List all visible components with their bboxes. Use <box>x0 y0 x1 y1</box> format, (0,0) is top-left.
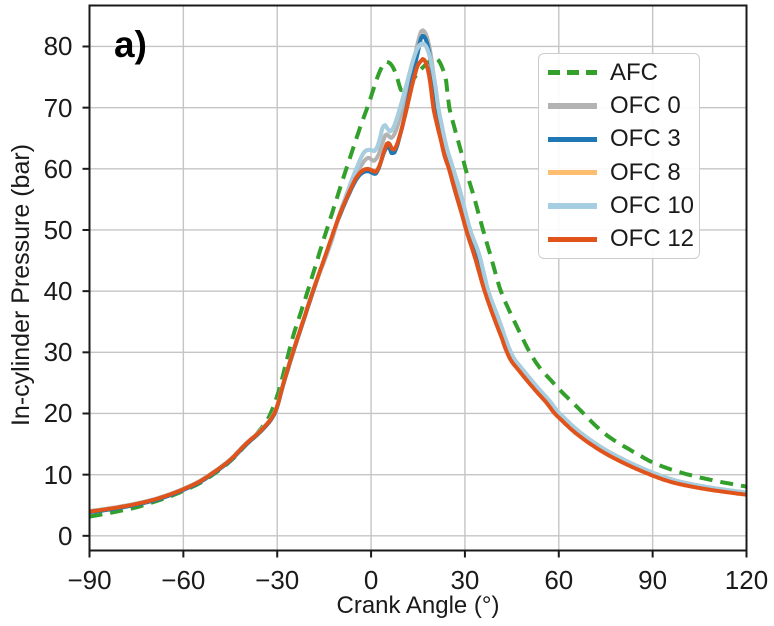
legend-label: OFC 8 <box>610 158 681 186</box>
x-tick-label: 90 <box>638 564 668 595</box>
mask-bottom <box>0 551 774 626</box>
x-tick-label: 0 <box>363 564 379 595</box>
axes-spines-2 <box>88 4 748 552</box>
mask-left <box>0 0 89 626</box>
y-axis-label: In-cylinder Pressure (bar) <box>7 143 35 427</box>
legend: AFC OFC 0 OFC 3 OFC 8 OFC 10 OFC 12 <box>538 53 700 259</box>
y-tick-label: 80 <box>43 31 73 62</box>
legend-line-sample <box>548 203 597 209</box>
x-tick-label: −90 <box>67 564 112 595</box>
y-tick-label: 10 <box>43 459 73 490</box>
legend-label: OFC 0 <box>610 91 681 119</box>
legend-entry: OFC 8 <box>539 156 699 189</box>
x-axis-label: Crank Angle (°) <box>336 592 500 619</box>
legend-entry: OFC 12 <box>539 223 699 256</box>
y-tick-label: 40 <box>43 276 73 307</box>
x-tick-label: −60 <box>161 564 206 595</box>
y-tick-label: 60 <box>43 153 73 184</box>
legend-line-sample <box>548 69 597 76</box>
legend-label: OFC 3 <box>610 125 681 153</box>
x-tick-label: 30 <box>450 564 480 595</box>
series-ofc-12 <box>89 57 747 514</box>
legend-label: OFC 10 <box>610 191 695 219</box>
y-tick-label: 30 <box>43 337 73 368</box>
panel-annotation: a) <box>114 24 147 65</box>
legend-entry: OFC 3 <box>539 123 699 156</box>
legend-label: AFC <box>610 58 658 86</box>
legend-line-sample <box>548 236 597 243</box>
mask-top <box>0 0 774 5</box>
legend-line-sample <box>548 169 597 176</box>
legend-line-sample <box>548 136 597 143</box>
y-tick-label: 0 <box>58 520 73 551</box>
legend-line-sample <box>548 103 597 109</box>
legend-entry: OFC 0 <box>539 89 699 122</box>
y-tick-label: 70 <box>43 92 73 123</box>
x-tick-label: −30 <box>255 564 300 595</box>
x-tick-label: 120 <box>724 564 769 595</box>
mask-right <box>747 0 774 626</box>
legend-label: OFC 12 <box>610 225 695 253</box>
y-tick-label: 50 <box>43 214 73 245</box>
y-tick-label: 20 <box>43 398 73 429</box>
x-tick-label: 60 <box>544 564 574 595</box>
legend-entry: OFC 10 <box>539 189 699 222</box>
legend-entry: AFC <box>539 56 699 89</box>
